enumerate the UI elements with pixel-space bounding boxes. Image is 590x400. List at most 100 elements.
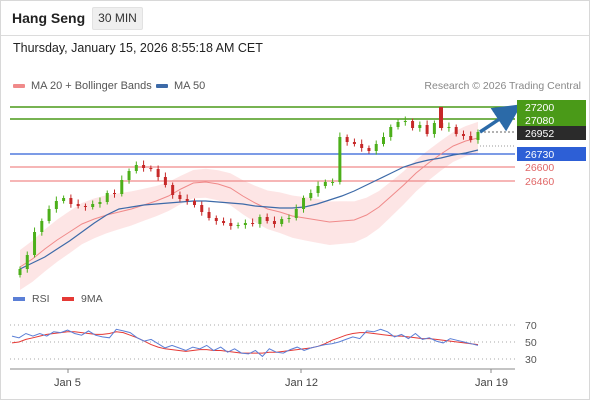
ma9-legend-label: 9MA	[81, 293, 103, 305]
candle-body	[309, 193, 313, 198]
candle-body	[454, 127, 458, 134]
rsi-50-label: 50	[525, 337, 537, 349]
candle-body	[367, 148, 371, 151]
last-price-value: 26952	[525, 128, 554, 140]
candle-body	[91, 204, 95, 207]
candle-body	[345, 137, 349, 142]
candle-body	[352, 142, 356, 144]
candle-spike	[439, 107, 443, 128]
candle-body	[192, 201, 196, 205]
candle-body	[178, 195, 182, 199]
copyright-text: Research © 2026 Trading Central	[424, 80, 581, 92]
candle-body	[447, 127, 451, 128]
candle-body	[331, 182, 335, 183]
candle-body	[461, 134, 465, 136]
bollinger-band-area	[20, 121, 478, 291]
candle-body	[69, 198, 73, 204]
rsi-swatch	[13, 297, 25, 301]
candle-body	[360, 144, 364, 148]
candle-body	[425, 125, 429, 134]
candle-body	[251, 223, 255, 224]
candle-body	[381, 137, 385, 144]
candle-body	[374, 144, 378, 151]
candle-body	[171, 185, 175, 195]
candle-body	[207, 212, 211, 218]
rsi-line	[11, 328, 479, 358]
support-1-value: 26600	[525, 162, 554, 174]
support-2-value: 26460	[525, 176, 554, 188]
candle-body	[120, 180, 124, 194]
ma20-line	[19, 137, 479, 268]
resistance-2-value: 27200	[525, 102, 554, 114]
candle-body	[396, 122, 400, 127]
ma50-swatch	[156, 84, 168, 88]
candle-body	[47, 209, 51, 221]
candle-body	[222, 221, 226, 223]
candle-body	[338, 137, 342, 182]
candle-body	[105, 193, 109, 202]
candle-body	[214, 218, 218, 221]
candle-body	[54, 201, 58, 209]
candle-body	[185, 199, 189, 201]
candle-body	[163, 177, 167, 185]
level-label-last-price: 26952	[517, 126, 586, 140]
timeframe-button[interactable]: 30 MIN	[92, 7, 143, 30]
candle-body	[200, 205, 204, 212]
timestamp-label: Thursday, January 15, 2026 8:55:18 AM CE…	[13, 41, 263, 55]
candle-body	[243, 223, 247, 225]
candle-body	[432, 123, 436, 134]
candle-body	[258, 217, 262, 224]
level-label-pivot: 26730	[517, 147, 586, 161]
candle-body	[76, 204, 80, 206]
candle-body	[83, 206, 87, 207]
rsi-legend: RSI 9MA	[13, 293, 103, 305]
resistance-1-value: 27080	[525, 115, 554, 127]
candle-body	[265, 217, 269, 221]
candle-body	[134, 165, 138, 171]
candle-body	[389, 127, 393, 137]
candle-body	[418, 125, 422, 128]
rsi-70-label: 70	[525, 320, 537, 332]
candle-body	[403, 121, 407, 122]
candle-body	[18, 269, 22, 275]
ma20-legend-label: MA 20 + Bollinger Bands	[31, 80, 152, 92]
legend-ma50: MA 50	[156, 80, 205, 92]
ma50-line	[19, 149, 479, 270]
candle-body	[62, 198, 66, 201]
candle-body	[411, 121, 415, 128]
candle-body	[294, 209, 298, 218]
candlestick-series	[18, 107, 480, 278]
x-label-jan5: Jan 5	[54, 377, 81, 389]
chart-header: Hang Seng 30 MIN	[0, 0, 590, 36]
candle-body	[302, 198, 306, 209]
candle-body	[476, 132, 480, 140]
candle-body	[272, 221, 276, 224]
candle-body	[469, 136, 473, 140]
candle-body	[323, 182, 327, 186]
candle-body	[142, 165, 146, 168]
candle-body	[156, 169, 160, 177]
candle-body	[149, 168, 153, 169]
candle-body	[113, 193, 117, 194]
pivot-value: 26730	[525, 149, 554, 161]
candle-body	[25, 255, 29, 269]
candle-body	[33, 232, 37, 255]
projection-arrow	[479, 104, 522, 134]
legend-ma20: MA 20 + Bollinger Bands	[13, 80, 152, 92]
ma50-legend-label: MA 50	[174, 80, 206, 92]
candle-body	[98, 202, 102, 204]
level-label-resistance-1: 27080	[517, 113, 586, 127]
candle-body	[316, 186, 320, 193]
candle-body	[229, 223, 233, 226]
candle-body	[127, 171, 131, 180]
instrument-title: Hang Seng	[12, 10, 86, 26]
level-label-resistance-2: 27200	[517, 100, 586, 114]
ma20-swatch	[13, 84, 25, 88]
rsi-30-label: 30	[525, 354, 537, 366]
ma9-swatch	[62, 297, 74, 301]
candle-body	[280, 219, 284, 224]
rsi-legend-label: RSI	[32, 293, 50, 305]
x-label-jan19: Jan 19	[475, 377, 508, 389]
candle-body	[40, 221, 44, 232]
